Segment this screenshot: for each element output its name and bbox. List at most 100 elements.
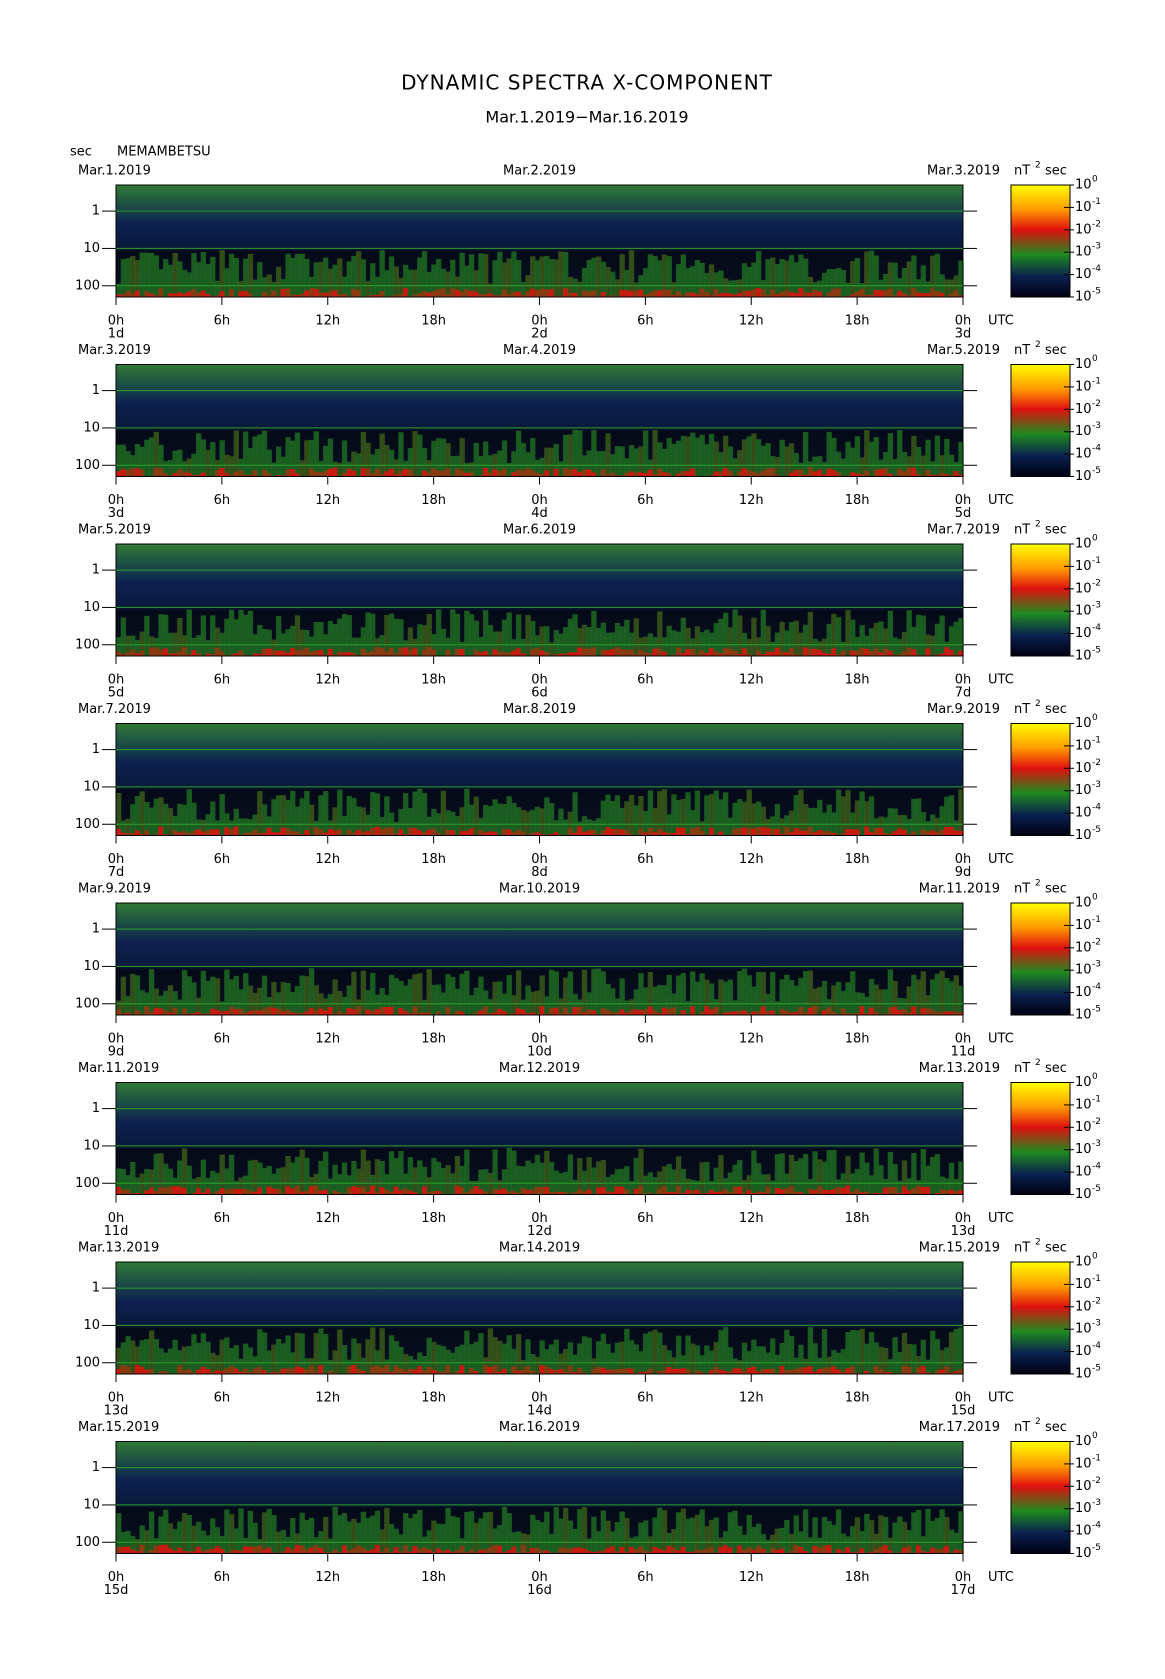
- texture-strip: [313, 288, 319, 297]
- texture-strip: [647, 1192, 654, 1195]
- texture-strip: [125, 652, 131, 656]
- texture-strip: [944, 474, 950, 477]
- texture-strip: [134, 795, 141, 836]
- texture-strip: [125, 635, 131, 656]
- texture-strip: [944, 438, 950, 477]
- texture-strip: [332, 830, 338, 836]
- texture-strip: [148, 293, 155, 297]
- texture-strip: [548, 1368, 555, 1374]
- texture-strip: [233, 1345, 239, 1374]
- x-tick-label: 6h: [214, 1391, 231, 1406]
- texture-strip: [765, 1369, 771, 1374]
- colorbar-tick-exponent: -2: [1092, 758, 1101, 768]
- texture-strip: [737, 1360, 743, 1374]
- x-tick-label: 0h: [955, 1032, 972, 1047]
- texture-strip: [167, 1168, 174, 1195]
- texture-strip: [450, 1173, 456, 1195]
- texture-strip: [619, 807, 625, 836]
- texture-strip: [610, 988, 616, 1015]
- texture-strip: [210, 1008, 216, 1015]
- x-tick-label: 0h: [531, 1032, 548, 1047]
- texture-strip: [685, 1189, 691, 1195]
- texture-strip: [370, 1515, 376, 1554]
- texture-strip: [167, 807, 174, 836]
- texture-strip: [638, 1010, 644, 1015]
- texture-strip: [657, 260, 663, 297]
- texture-strip: [878, 621, 884, 656]
- texture-strip: [426, 472, 432, 477]
- texture-strip: [845, 609, 851, 656]
- texture-strip: [760, 654, 766, 656]
- texture-strip: [732, 458, 738, 477]
- colorbar-tick-exponent: -3: [1092, 601, 1101, 611]
- texture-strip: [191, 830, 197, 836]
- texture-strip: [412, 431, 418, 477]
- texture-strip: [492, 981, 498, 1015]
- texture-strip: [186, 654, 192, 656]
- texture-strip: [558, 998, 564, 1015]
- texture-strip: [195, 262, 202, 297]
- texture-strip: [906, 467, 912, 477]
- texture-strip: [445, 637, 451, 656]
- texture-strip: [388, 1552, 395, 1554]
- texture-strip: [930, 1156, 936, 1195]
- texture-strip: [257, 1187, 263, 1195]
- texture-strip: [680, 617, 686, 656]
- texture-strip: [172, 1339, 178, 1374]
- texture-strip: [468, 1367, 475, 1374]
- texture-strip: [958, 260, 964, 297]
- texture-strip: [581, 1191, 588, 1195]
- texture-strip: [591, 1516, 597, 1554]
- texture-strip: [158, 1516, 164, 1554]
- texture-strip: [920, 455, 926, 477]
- texture-strip: [831, 985, 837, 1015]
- texture-strip: [393, 1158, 399, 1195]
- texture-strip: [628, 445, 635, 477]
- texture-strip: [751, 433, 757, 477]
- texture-strip: [412, 269, 418, 297]
- texture-strip: [624, 1551, 630, 1554]
- texture-strip: [803, 431, 809, 477]
- texture-strip: [252, 829, 258, 836]
- texture-strip: [610, 1546, 616, 1554]
- texture-strip: [478, 637, 484, 656]
- texture-strip: [261, 804, 268, 836]
- texture-strip: [332, 290, 338, 297]
- texture-strip: [407, 827, 414, 836]
- texture-strip: [911, 1152, 917, 1195]
- texture-strip: [737, 1368, 743, 1374]
- texture-strip: [195, 635, 202, 656]
- date-left: Mar.5.2019: [78, 523, 151, 538]
- texture-strip: [553, 971, 559, 1015]
- texture-strip: [412, 475, 418, 477]
- texture-strip: [506, 258, 512, 297]
- texture-strip: [821, 462, 828, 477]
- texture-strip: [323, 292, 329, 297]
- texture-strip: [370, 972, 376, 1015]
- texture-strip: [412, 791, 418, 836]
- texture-strip: [680, 652, 686, 656]
- texture-strip: [285, 828, 291, 836]
- texture-strip: [153, 1339, 159, 1374]
- texture-strip: [944, 279, 950, 297]
- date-left: Mar.7.2019: [78, 702, 151, 717]
- texture-strip: [812, 1371, 818, 1374]
- texture-strip: [271, 1173, 277, 1195]
- texture-strip: [572, 1354, 578, 1374]
- texture-strip: [483, 832, 489, 836]
- texture-strip: [850, 829, 856, 836]
- texture-strip: [318, 1365, 324, 1374]
- texture-strip: [158, 468, 164, 477]
- texture-strip: [478, 1518, 484, 1554]
- texture-strip: [421, 470, 428, 477]
- texture-strip: [412, 1513, 418, 1554]
- texture-strip: [426, 829, 432, 836]
- texture-strip: [360, 831, 366, 836]
- texture-strip: [417, 1012, 423, 1015]
- texture-strip: [431, 291, 437, 297]
- texture-strip: [812, 1343, 818, 1374]
- texture-strip: [341, 815, 348, 836]
- texture-strip: [454, 1517, 461, 1554]
- texture-strip: [497, 1340, 503, 1374]
- texture-strip: [826, 999, 832, 1015]
